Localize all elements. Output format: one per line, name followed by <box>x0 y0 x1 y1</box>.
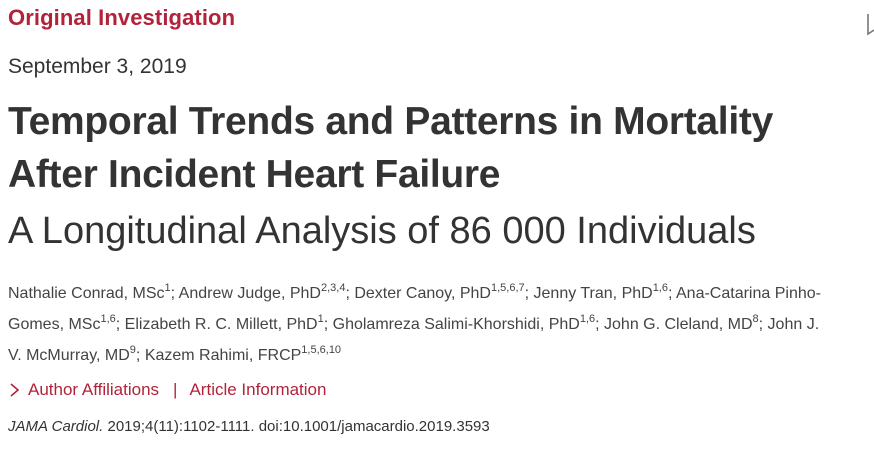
author-separator: ; <box>345 285 355 302</box>
article-subtitle: A Longitudinal Analysis of 86 000 Indivi… <box>8 210 756 252</box>
author-separator: ; <box>667 285 676 302</box>
author-affiliation-number: 1,6 <box>652 281 668 294</box>
author-affiliation-number: 1 <box>317 312 324 325</box>
author-separator: ; <box>323 316 333 333</box>
article-type-label: Original Investigation <box>8 5 236 30</box>
author[interactable]: Ana-Catarina Pinho-Gomes, MSc1,6 <box>8 285 821 333</box>
author[interactable]: Jenny Tran, PhD1,6 <box>533 281 668 302</box>
author-affiliation-number: 1,6 <box>579 312 596 325</box>
author-name: John J. V. McMurray, MD <box>8 316 820 364</box>
article-title: Temporal Trends and Patterns in Mortalit… <box>8 95 773 201</box>
author-name: Ana-Catarina Pinho-Gomes, MSc <box>8 285 821 333</box>
author[interactable]: Andrew Judge, PhD2,3,4 <box>178 281 346 302</box>
author-separator: ; <box>170 285 179 302</box>
author[interactable]: Dexter Canoy, PhD1,5,6,7 <box>354 281 525 302</box>
author-separator: ; <box>595 316 605 333</box>
author-list: Nathalie Conrad, MSc1; Andrew Judge, PhD… <box>8 278 828 371</box>
author-separator: ; <box>758 316 768 333</box>
link-separator: | <box>173 380 178 399</box>
citation-details: 2019;4(11):1102-1111. doi:10.1001/jamaca… <box>103 418 490 435</box>
title-line-2: After Incident Heart Failure <box>8 153 501 196</box>
author-affiliation-number: 9 <box>129 343 136 356</box>
author-name: Kazem Rahimi, FRCP <box>144 347 302 364</box>
author-separator: ; <box>115 316 125 333</box>
author-affiliation-number: 1,6 <box>100 312 116 325</box>
author-affiliations-link[interactable]: Author Affiliations <box>28 380 160 399</box>
author-name: Andrew Judge, PhD <box>178 285 321 302</box>
citation: JAMA Cardiol. 2019;4(11):1102-1111. doi:… <box>8 418 490 435</box>
author-name: Jenny Tran, PhD <box>533 285 653 302</box>
title-line-1: Temporal Trends and Patterns in Mortalit… <box>8 100 773 143</box>
citation-journal: JAMA Cardiol. <box>8 418 104 435</box>
author-name: Elizabeth R. C. Millett, PhD <box>124 316 318 333</box>
author-affiliation-number: 1,5,6,7 <box>490 281 525 294</box>
chevron-right-icon <box>8 382 22 398</box>
author-name: Nathalie Conrad, MSc <box>8 285 165 302</box>
author[interactable]: John J. V. McMurray, MD9 <box>8 316 819 364</box>
publication-date: September 3, 2019 <box>8 55 187 78</box>
bookmark-icon[interactable] <box>862 12 874 38</box>
author-name: Gholamreza Salimi-Khorshidi, PhD <box>332 316 580 333</box>
author-affiliation-number: 1 <box>164 281 171 294</box>
author-separator: ; <box>524 285 534 302</box>
author[interactable]: Gholamreza Salimi-Khorshidi, PhD1,6 <box>332 312 596 333</box>
author-name: Dexter Canoy, PhD <box>354 285 491 302</box>
author-affiliation-number: 2,3,4 <box>320 281 346 294</box>
author[interactable]: Kazem Rahimi, FRCP1,5,6,10 <box>144 343 342 364</box>
author[interactable]: John G. Cleland, MD8 <box>604 312 759 333</box>
author[interactable]: Nathalie Conrad, MSc1 <box>8 281 171 302</box>
article-information-link[interactable]: Article Information <box>189 380 327 399</box>
author-affiliation-number: 8 <box>752 312 759 325</box>
author[interactable]: Elizabeth R. C. Millett, PhD1 <box>124 312 324 333</box>
article-links: Author Affiliations | Article Informatio… <box>8 380 326 400</box>
author-affiliation-number: 1,5,6,10 <box>301 343 342 356</box>
author-separator: ; <box>135 347 145 364</box>
author-name: John G. Cleland, MD <box>604 316 753 333</box>
